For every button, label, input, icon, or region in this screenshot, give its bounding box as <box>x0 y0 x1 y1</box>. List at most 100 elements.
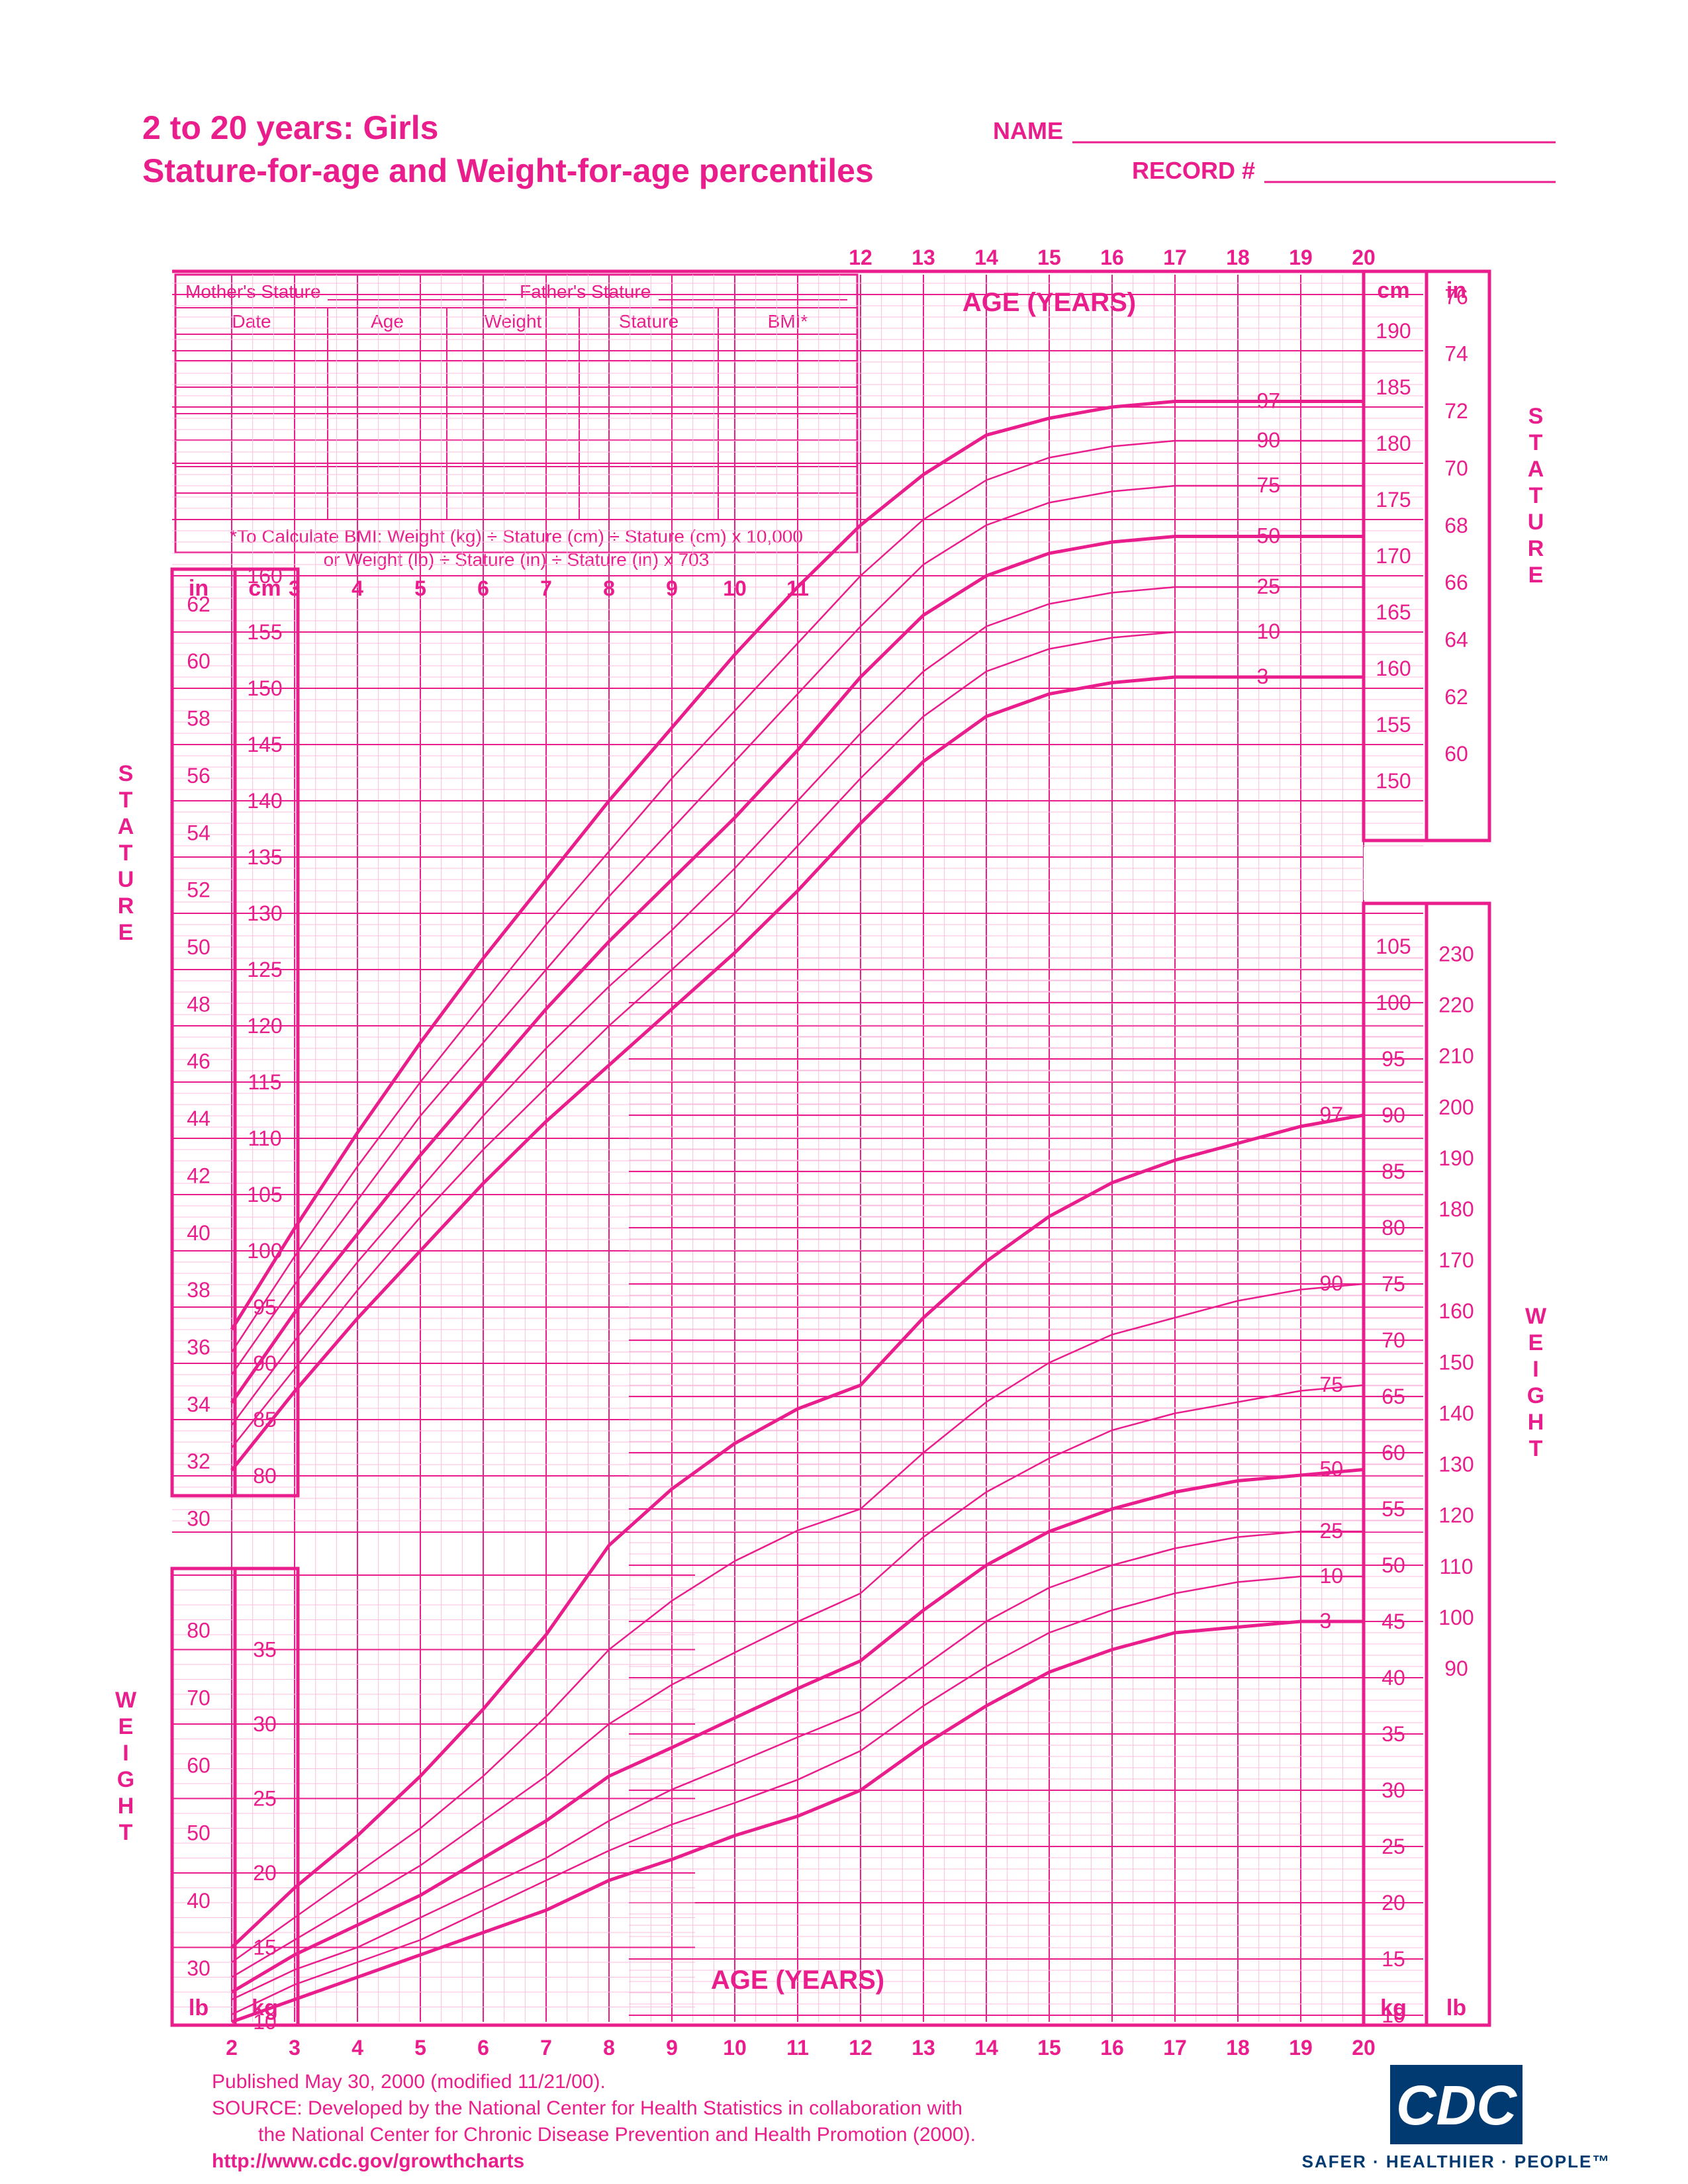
title-line-2: Stature-for-age and Weight-for-age perce… <box>142 152 874 189</box>
stature-label-50: 50 <box>1257 524 1281 548</box>
age-tick-18: 18 <box>1226 2036 1250 2060</box>
unit-lb-left: lb <box>189 1995 209 2021</box>
tick-in-48: 48 <box>187 992 211 1016</box>
l-tick-lb-80: 80 <box>187 1619 211 1643</box>
age-tick-13: 13 <box>912 2036 935 2060</box>
mothers-stature-label: Mother's Stature <box>185 281 321 302</box>
r-tick-in-70: 70 <box>1444 456 1468 480</box>
tick-cm-80: 80 <box>253 1464 277 1488</box>
footer-source1: SOURCE: Developed by the National Center… <box>212 2097 962 2119</box>
tick-in-54: 54 <box>187 821 211 844</box>
tick-cm-125: 125 <box>247 958 282 981</box>
stature-label-97: 97 <box>1257 389 1281 413</box>
tick-cm-110: 110 <box>248 1126 281 1150</box>
r-tick-in-66: 66 <box>1444 570 1468 594</box>
r-tick-lb-120: 120 <box>1438 1504 1474 1527</box>
age-top-13: 13 <box>912 246 935 269</box>
r-tick-kg-85: 85 <box>1382 1160 1405 1183</box>
weight-label-25: 25 <box>1320 1519 1344 1543</box>
r-tick-lb-220: 220 <box>1438 993 1474 1017</box>
tick-in-62: 62 <box>187 592 211 616</box>
r-tick-cm-155: 155 <box>1376 713 1411 737</box>
vlabel-stature-right: U <box>1528 510 1544 535</box>
weight-label-10: 10 <box>1320 1564 1344 1588</box>
tick-cm-120: 120 <box>247 1014 282 1038</box>
age-top-16: 16 <box>1100 246 1124 269</box>
tick-in-40: 40 <box>187 1221 211 1245</box>
vlabel-weight-right: E <box>1528 1330 1544 1355</box>
l-tick-kg-20: 20 <box>253 1861 277 1885</box>
age-tick-10: 10 <box>723 2036 747 2060</box>
age-mid-9: 9 <box>666 576 678 600</box>
tick-in-44: 44 <box>187 1107 211 1130</box>
age-tick-8: 8 <box>603 2036 615 2060</box>
growth-chart-page: 2 to 20 years: GirlsStature-for-age and … <box>0 0 1688 2184</box>
tick-in-38: 38 <box>187 1278 211 1302</box>
tick-in-34: 34 <box>187 1392 211 1416</box>
tick-in-46: 46 <box>187 1050 211 1073</box>
r-tick-kg-55: 55 <box>1382 1497 1405 1521</box>
age-tick-15: 15 <box>1037 2036 1061 2060</box>
vlabel-stature-right: E <box>1528 563 1544 588</box>
r-tick-in-68: 68 <box>1444 514 1468 537</box>
l-tick-lb-50: 50 <box>187 1821 211 1845</box>
weight-label-90: 90 <box>1320 1271 1344 1295</box>
tick-cm-150: 150 <box>247 676 282 700</box>
vlabel-weight-right: I <box>1532 1357 1538 1382</box>
r-tick-kg-15: 15 <box>1382 1947 1405 1971</box>
age-mid-3: 3 <box>289 576 301 600</box>
record-label: RECORD # <box>1132 157 1255 184</box>
age-tick-6: 6 <box>477 2036 489 2060</box>
r-tick-cm-150: 150 <box>1376 769 1411 793</box>
tick-in-42: 42 <box>187 1163 211 1187</box>
vlabel-stature-left: U <box>118 867 134 892</box>
tick-cm-135: 135 <box>247 845 282 869</box>
age-mid-5: 5 <box>414 576 426 600</box>
r-tick-in-64: 64 <box>1444 627 1468 651</box>
age-tick-20: 20 <box>1352 2036 1376 2060</box>
stature-label-75: 75 <box>1257 473 1281 497</box>
r-tick-in-76: 76 <box>1444 285 1468 308</box>
tick-cm-155: 155 <box>247 620 282 644</box>
r-tick-in-60: 60 <box>1444 742 1468 766</box>
r-tick-lb-160: 160 <box>1438 1299 1474 1323</box>
r-tick-lb-200: 200 <box>1438 1095 1474 1119</box>
vlabel-stature-left: T <box>119 788 133 813</box>
tick-in-60: 60 <box>187 649 211 673</box>
r-tick-kg-80: 80 <box>1382 1216 1405 1240</box>
vlabel-weight-left: T <box>119 1820 133 1845</box>
tick-cm-140: 140 <box>247 789 282 813</box>
age-label-bottom: AGE (YEARS) <box>711 1966 884 1995</box>
age-tick-12: 12 <box>849 2036 872 2060</box>
age-mid-7: 7 <box>540 576 552 600</box>
vlabel-weight-right: W <box>1525 1304 1547 1329</box>
r-tick-lb-100: 100 <box>1438 1606 1474 1629</box>
age-tick-11: 11 <box>786 2036 809 2060</box>
stature-label-25: 25 <box>1257 574 1281 598</box>
l-tick-lb-70: 70 <box>187 1686 211 1710</box>
vlabel-stature-right: T <box>1529 483 1543 508</box>
age-top-17: 17 <box>1163 246 1187 269</box>
age-tick-9: 9 <box>666 2036 678 2060</box>
tick-in-56: 56 <box>187 764 211 788</box>
age-tick-7: 7 <box>540 2036 552 2060</box>
r-tick-kg-65: 65 <box>1382 1385 1405 1408</box>
r-tick-lb-230: 230 <box>1438 942 1474 966</box>
tick-in-30: 30 <box>187 1507 211 1531</box>
r-tick-kg-45: 45 <box>1382 1610 1405 1633</box>
age-top-15: 15 <box>1037 246 1061 269</box>
vlabel-weight-left: H <box>118 1794 134 1819</box>
vlabel-weight-right: T <box>1529 1436 1543 1461</box>
tick-cm-130: 130 <box>247 901 282 925</box>
vlabel-stature-left: T <box>119 841 133 866</box>
age-tick-2: 2 <box>226 2036 238 2060</box>
weight-label-3: 3 <box>1320 1609 1332 1633</box>
vlabel-stature-left: S <box>118 761 134 786</box>
r-tick-lb-110: 110 <box>1439 1555 1473 1578</box>
vlabel-stature-right: A <box>1528 457 1544 482</box>
age-tick-5: 5 <box>414 2036 426 2060</box>
vlabel-stature-right: R <box>1528 536 1544 561</box>
r-tick-kg-25: 25 <box>1382 1835 1405 1858</box>
vlabel-stature-right: S <box>1528 404 1544 429</box>
r-tick-cm-165: 165 <box>1376 600 1411 624</box>
